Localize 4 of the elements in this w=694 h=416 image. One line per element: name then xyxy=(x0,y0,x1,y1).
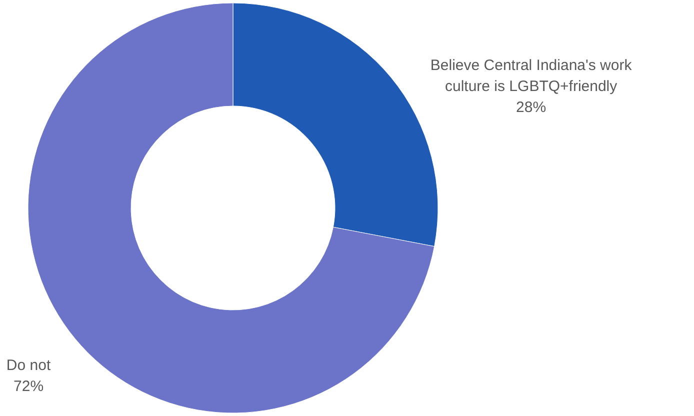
slice-label: Do not xyxy=(6,356,52,374)
data-label: 72% xyxy=(14,378,44,395)
slice-label: Believe Central Indiana's work culture is LGBTQ+friendly xyxy=(430,57,632,96)
data-label: 28% xyxy=(516,99,546,116)
